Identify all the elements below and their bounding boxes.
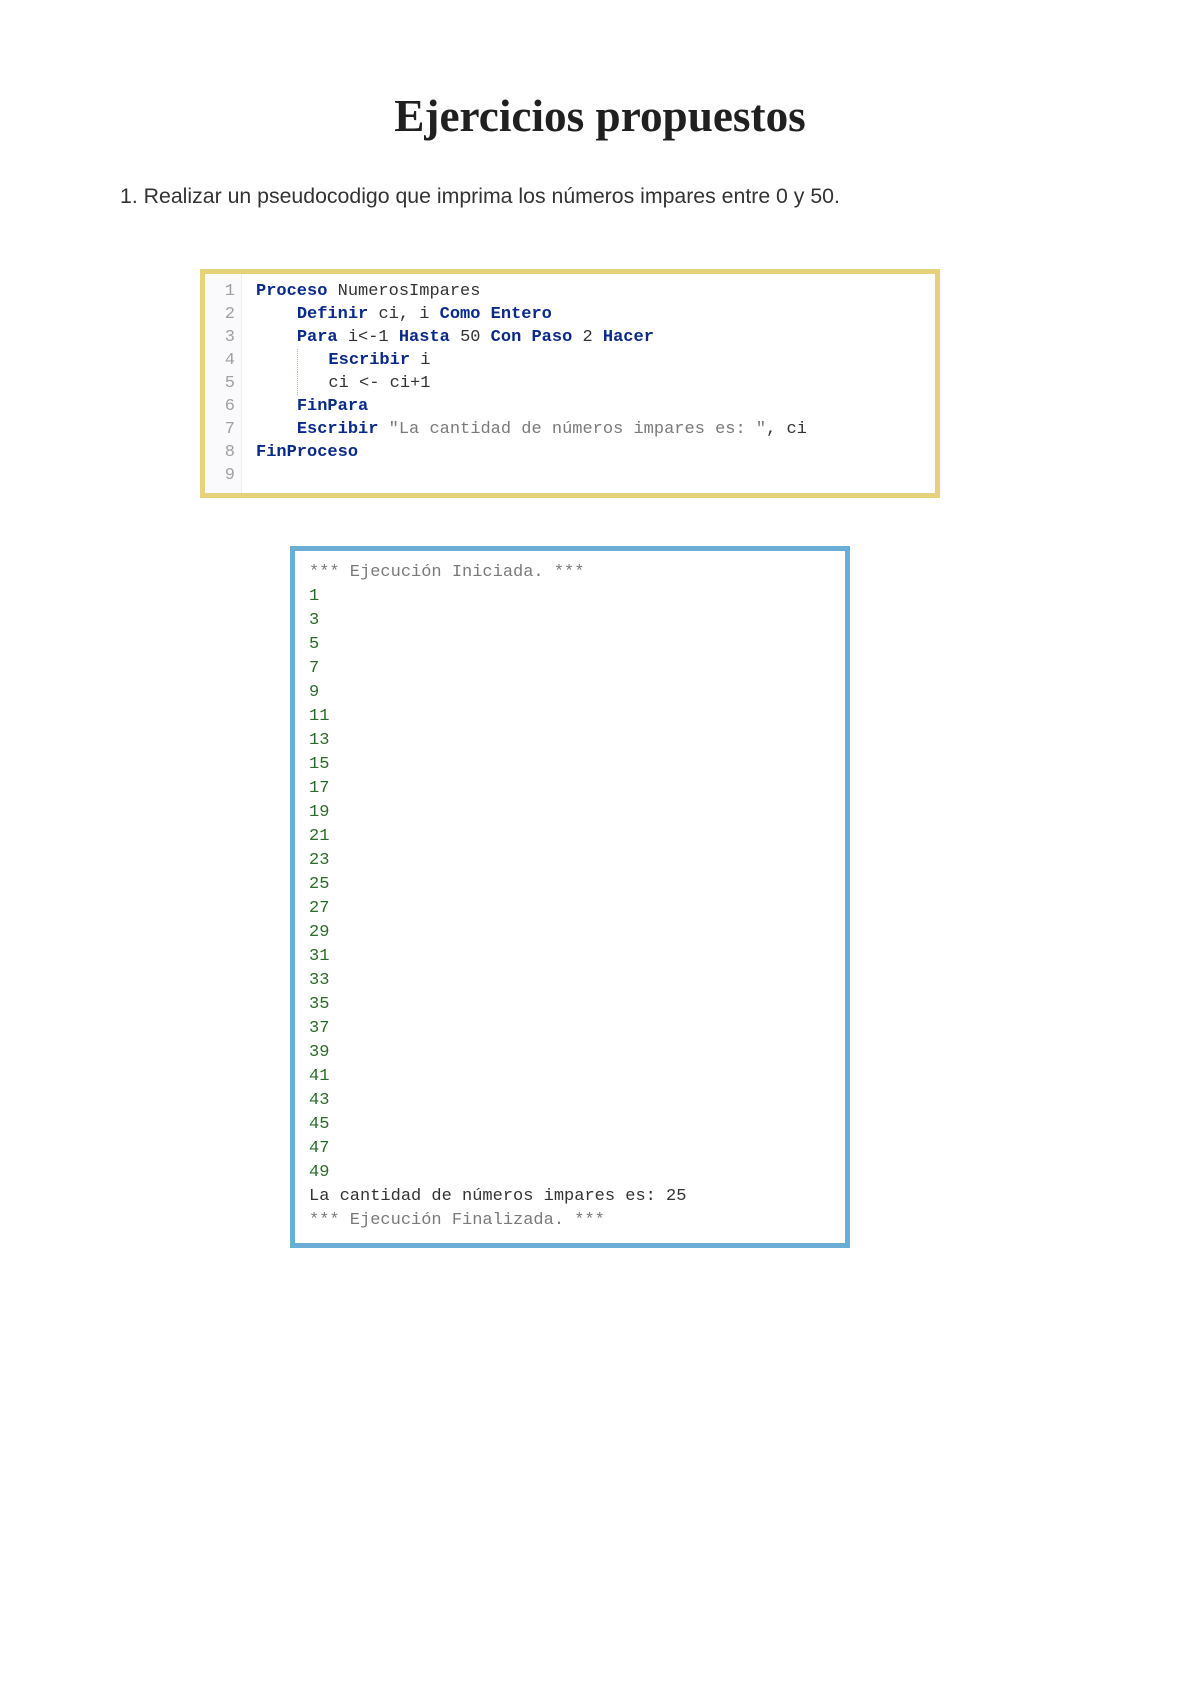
- output-value: 23: [309, 849, 833, 873]
- output-value: 15: [309, 753, 833, 777]
- code-line: ci <- ci+1: [256, 372, 925, 395]
- output-value: 31: [309, 945, 833, 969]
- question-number: 1.: [120, 184, 138, 208]
- output-value: 37: [309, 1017, 833, 1041]
- execution-header: *** Ejecución Iniciada. ***: [309, 561, 833, 585]
- output-value: 11: [309, 705, 833, 729]
- output-value: 41: [309, 1065, 833, 1089]
- output-value: 3: [309, 609, 833, 633]
- output-value: 27: [309, 897, 833, 921]
- output-value: 13: [309, 729, 833, 753]
- output-value: 45: [309, 1113, 833, 1137]
- output-value: 29: [309, 921, 833, 945]
- line-number: 6: [213, 395, 235, 418]
- code-line: FinPara: [256, 395, 925, 418]
- output-value: 49: [309, 1161, 833, 1185]
- question-text: Realizar un pseudocodigo que imprima los…: [144, 184, 840, 208]
- output-value: 43: [309, 1089, 833, 1113]
- output-value: 9: [309, 681, 833, 705]
- line-number-gutter: 123456789: [205, 274, 242, 493]
- code-line: Escribir "La cantidad de números impares…: [256, 418, 925, 441]
- output-value: 35: [309, 993, 833, 1017]
- execution-footer: *** Ejecución Finalizada. ***: [309, 1209, 833, 1233]
- line-number: 9: [213, 464, 235, 487]
- exercise-question: 1. Realizar un pseudocodigo que imprima …: [120, 184, 1080, 209]
- output-value: 47: [309, 1137, 833, 1161]
- line-number: 3: [213, 326, 235, 349]
- line-number: 7: [213, 418, 235, 441]
- code-line: Proceso NumerosImpares: [256, 280, 925, 303]
- output-value: 25: [309, 873, 833, 897]
- pseudocode-block: 123456789 Proceso NumerosImpares Definir…: [200, 269, 940, 498]
- line-number: 2: [213, 303, 235, 326]
- code-line: FinProceso: [256, 441, 925, 464]
- output-value: 1: [309, 585, 833, 609]
- line-number: 5: [213, 372, 235, 395]
- code-area: Proceso NumerosImpares Definir ci, i Com…: [242, 274, 935, 493]
- output-result: La cantidad de números impares es: 25: [309, 1185, 833, 1209]
- output-value: 19: [309, 801, 833, 825]
- page-title: Ejercicios propuestos: [120, 90, 1080, 142]
- code-line: Escribir i: [256, 349, 925, 372]
- execution-output-block: *** Ejecución Iniciada. ***1357911131517…: [290, 546, 850, 1248]
- code-line: Para i<-1 Hasta 50 Con Paso 2 Hacer: [256, 326, 925, 349]
- output-value: 39: [309, 1041, 833, 1065]
- output-value: 21: [309, 825, 833, 849]
- output-value: 5: [309, 633, 833, 657]
- output-value: 17: [309, 777, 833, 801]
- output-value: 7: [309, 657, 833, 681]
- document-page: Ejercicios propuestos 1. Realizar un pse…: [0, 0, 1200, 1697]
- output-value: 33: [309, 969, 833, 993]
- line-number: 4: [213, 349, 235, 372]
- line-number: 1: [213, 280, 235, 303]
- code-line: Definir ci, i Como Entero: [256, 303, 925, 326]
- line-number: 8: [213, 441, 235, 464]
- code-line: [256, 464, 925, 487]
